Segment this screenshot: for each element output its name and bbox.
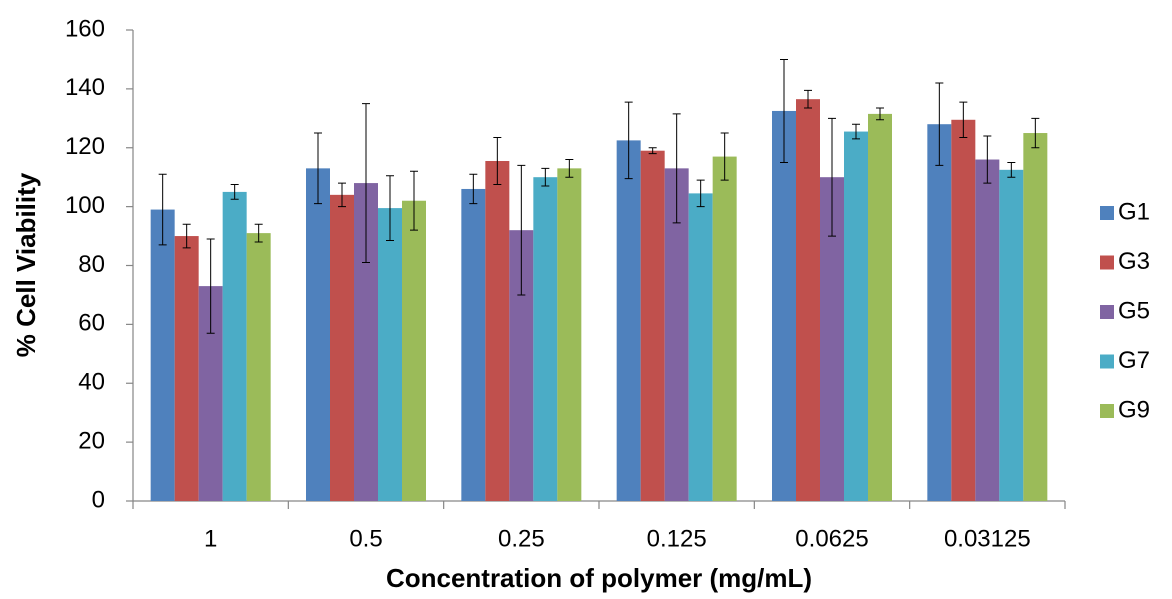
bar: [796, 99, 820, 501]
error-bar: [362, 103, 370, 264]
y-tick-label: 40: [78, 369, 105, 396]
bar: [330, 194, 354, 501]
bar: [712, 156, 737, 502]
bar: [927, 124, 952, 501]
x-tick-label: 0.125: [647, 525, 707, 552]
bar: [222, 191, 247, 501]
legend-label: G1: [1118, 198, 1150, 225]
x-tick-label: 0.25: [498, 525, 545, 552]
error-bar: [624, 101, 633, 180]
error-bar: [410, 170, 418, 231]
bar: [533, 177, 558, 501]
error-bar: [876, 107, 884, 121]
y-tick-label: 160: [65, 15, 105, 42]
error-bar: [1007, 161, 1016, 178]
bar: [999, 169, 1024, 501]
error-bar: [517, 164, 526, 296]
legend-swatch: [1100, 206, 1114, 220]
legend-label: G7: [1118, 347, 1150, 374]
error-bar: [648, 147, 657, 155]
bar: [557, 168, 582, 501]
error-bar: [804, 89, 812, 109]
x-tick-label: 0.5: [349, 525, 382, 552]
error-bar: [254, 223, 263, 243]
bar: [975, 159, 1000, 501]
bar: [664, 168, 689, 501]
error-bar: [158, 173, 167, 246]
bar: [174, 236, 199, 501]
bar: [306, 168, 330, 501]
error-bar: [541, 167, 550, 187]
error-bar: [182, 223, 191, 249]
error-bar: [493, 136, 502, 186]
y-tick-label: 0: [92, 486, 105, 513]
x-axis-title: Concentration of polymer (mg/mL): [386, 563, 812, 593]
y-tick-label: 120: [65, 133, 105, 160]
bar: [772, 110, 796, 501]
bar: [378, 208, 402, 502]
x-tick-label: 0.03125: [944, 525, 1031, 552]
bar: [951, 119, 976, 502]
y-tick-label: 140: [65, 74, 105, 101]
error-bar: [386, 175, 394, 241]
legend-swatch: [1100, 305, 1114, 319]
error-bar: [780, 58, 788, 163]
bar: [1023, 133, 1048, 501]
legend-swatch: [1100, 354, 1114, 369]
error-bar: [935, 82, 944, 166]
legend-swatch: [1100, 404, 1114, 418]
bar: [616, 140, 641, 501]
y-tick-label: 100: [65, 192, 105, 219]
y-tick-label: 20: [78, 427, 105, 454]
error-bar: [696, 179, 705, 208]
y-tick-label: 60: [78, 310, 105, 337]
bar: [868, 113, 892, 501]
x-tick-label: 0.0625: [795, 525, 868, 552]
legend-label: G5: [1118, 297, 1150, 324]
error-bar: [672, 113, 681, 224]
error-bar: [206, 238, 215, 334]
bar: [402, 200, 426, 502]
bar: [461, 188, 486, 501]
y-tick-label: 80: [78, 251, 105, 278]
error-bar: [565, 159, 574, 178]
error-bar: [1031, 117, 1040, 149]
bar: [485, 160, 510, 501]
error-bar: [852, 123, 860, 140]
error-bar: [230, 184, 239, 200]
bar: [150, 209, 175, 501]
error-bar: [720, 132, 729, 181]
legend-swatch: [1100, 255, 1114, 270]
error-bar: [983, 135, 992, 184]
error-bar: [959, 101, 968, 138]
error-bar: [469, 173, 478, 205]
error-bar: [338, 182, 346, 208]
bar: [640, 150, 665, 501]
legend-label: G3: [1118, 248, 1150, 275]
error-bar: [314, 132, 322, 205]
legend-label: G9: [1118, 396, 1150, 423]
error-bar: [828, 117, 836, 237]
y-axis-title: % Cell Viability: [11, 172, 41, 357]
bar: [844, 131, 868, 501]
bar: [246, 233, 271, 501]
x-tick-label: 1: [204, 525, 217, 552]
bar: [688, 193, 713, 502]
